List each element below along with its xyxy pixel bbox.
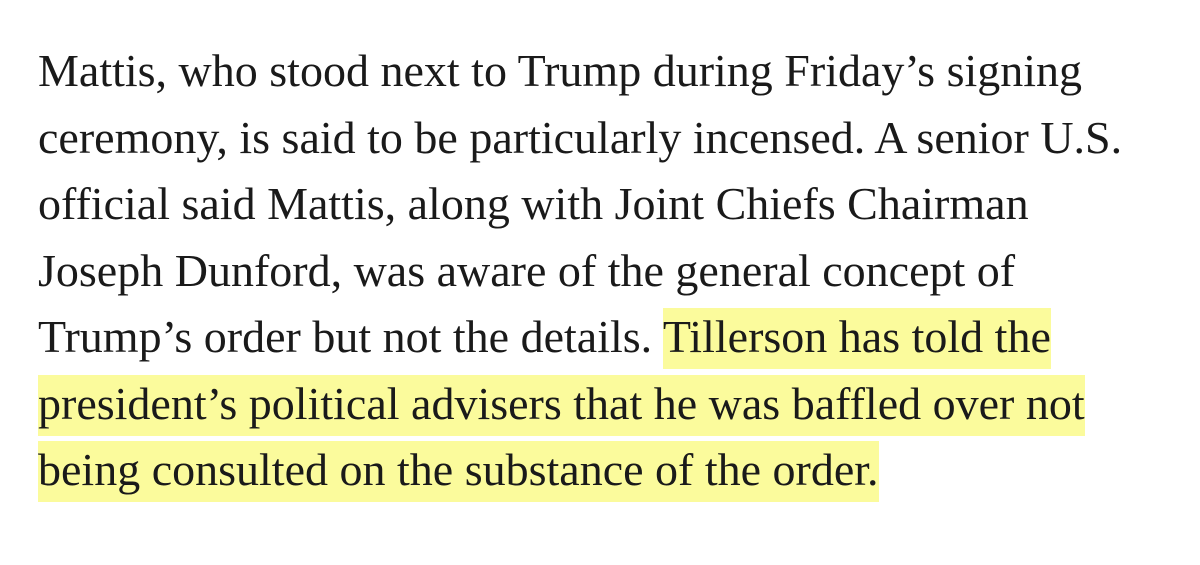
- text-line: ceremony, is said to be particularly inc…: [38, 105, 1163, 172]
- text-line: Joseph Dunford, was aware of the general…: [38, 238, 1163, 305]
- line-text: Mattis, who stood next to Trump during F…: [38, 45, 1083, 96]
- text-line: Trump’s order but not the details. Tille…: [38, 304, 1163, 371]
- line-text: Trump’s order but not the details.: [38, 311, 663, 362]
- article-paragraph: Mattis, who stood next to Trump during F…: [38, 38, 1163, 504]
- line-text: official said Mattis, along with Joint C…: [38, 178, 1029, 229]
- line-text: Joseph Dunford, was aware of the general…: [38, 244, 1016, 296]
- line-text: ceremony, is said to be particularly inc…: [38, 111, 1123, 163]
- highlighted-text: president’s political advisers that he w…: [38, 374, 1085, 436]
- highlighted-text: being consulted on the substance of the …: [38, 441, 879, 502]
- highlighted-text: Tillerson has told the: [662, 308, 1051, 369]
- text-line: Mattis, who stood next to Trump during F…: [38, 38, 1163, 105]
- text-line: official said Mattis, along with Joint C…: [38, 171, 1163, 238]
- text-line: being consulted on the substance of the …: [38, 437, 1163, 504]
- text-line: president’s political advisers that he w…: [38, 371, 1163, 438]
